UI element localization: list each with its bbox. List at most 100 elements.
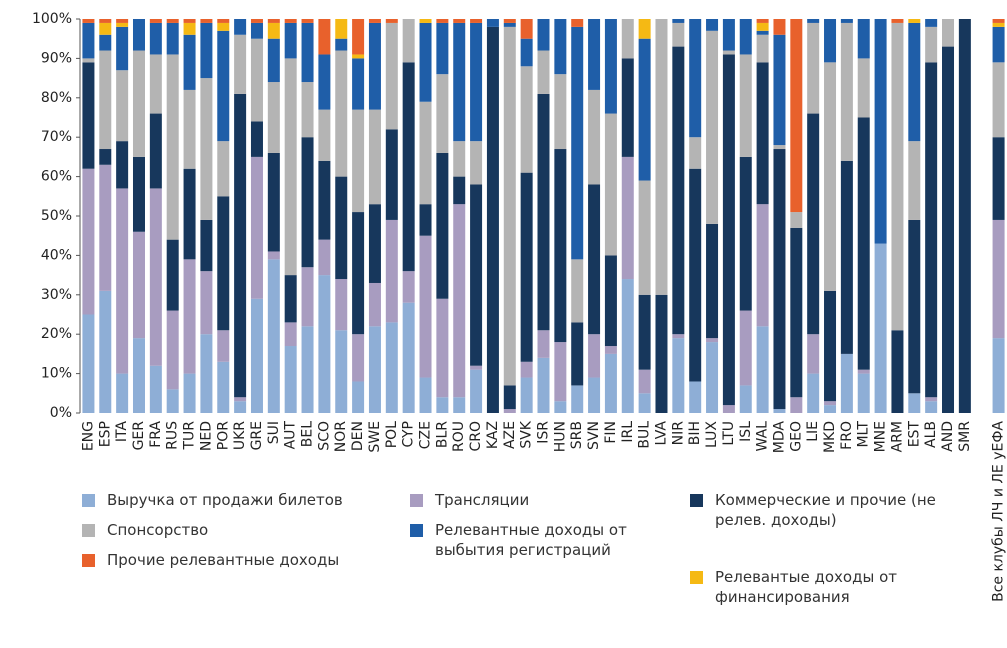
bar-segment [925,401,938,413]
bar-segment [318,54,331,110]
bar-segment [992,219,1005,339]
bar-segment [234,397,247,402]
bar-segment [284,58,297,276]
bar-segment [520,19,533,39]
bar-segment [908,393,921,413]
bar-segment [352,334,365,382]
bar-segment [200,19,213,23]
bar-segment [992,22,1005,27]
x-tick-label: ROU [451,421,467,452]
x-tick-label: EST [906,421,922,448]
bar-segment [857,19,870,59]
bar-segment [874,243,887,413]
bar-segment [149,113,162,189]
bar-segment [638,19,651,39]
bar-segment [840,22,853,161]
legend-entry: Выручка от продажи билетов [82,490,372,510]
bar-segment [958,19,971,413]
bar-segment [132,338,145,413]
bar-segment [352,54,365,59]
bar-segment [436,152,449,299]
legend-entry: Релевантые доходы от финансирования [690,567,960,607]
bar-segment [925,19,938,27]
bar-segment [604,19,617,114]
bar-segment [706,338,719,343]
legend-swatch [410,524,423,537]
bar-segment [318,160,331,240]
x-tick-label: KAZ [485,421,501,449]
bar-segment [132,19,145,51]
bar-segment [756,19,769,23]
bar-segment [99,149,112,165]
bar-segment [284,22,297,59]
bar-segment [352,381,365,413]
bar-segment [739,54,752,157]
bar-segment [267,19,280,23]
bar-segment [807,373,820,413]
x-tick-label: ISR [536,421,552,444]
bar-segment [217,361,230,413]
bar-segment [284,322,297,347]
legend-swatch [690,494,703,507]
x-tick-label: GRE [249,421,265,450]
x-tick-label: POR [215,421,231,450]
x-tick-label: ARM [889,421,905,452]
x-tick-label: AZE [502,421,518,449]
bar-segment [82,19,95,23]
x-tick-label: FRO [839,421,855,450]
x-tick-label: ALB [923,421,939,448]
x-tick-label: BIH [687,421,703,445]
bar-segment [234,34,247,94]
legend-swatch [82,494,95,507]
bar-segment [773,149,786,410]
bar-segment [571,19,584,27]
bar-segment [756,22,769,31]
legend-label: Трансляции [435,491,530,509]
bar-segment [571,259,584,323]
bar-segment [284,19,297,23]
bar-segment [368,282,381,327]
bar-segment [419,19,432,23]
bar-segment [352,19,365,55]
legend-label: Выручка от продажи билетов [107,491,343,509]
bar-segment [149,365,162,413]
x-tick-label: SUI [266,421,282,444]
bar-segment [672,46,685,335]
bar-segment [99,19,112,23]
bar-segment [436,19,449,23]
bar-segment [773,409,786,413]
bar-segment [722,50,735,55]
bar-segment [385,129,398,220]
bar-segment [689,381,702,413]
bar-segment [267,82,280,153]
bar-segment [790,227,803,398]
x-tick-label: POL [384,421,400,448]
bar-segment [503,385,516,410]
bar-segment [453,141,466,177]
bar-segment [756,34,769,63]
bar-segment [891,22,904,331]
bar-segment [200,334,213,413]
bar-segment [857,373,870,413]
bar-segment [116,373,129,413]
x-tick-label: FRA [148,421,164,448]
bar-segment [183,168,196,260]
bar-segment [284,346,297,413]
bar-segment [200,219,213,272]
bar-segment [149,19,162,23]
bar-segment [503,19,516,23]
x-tick-label: BLR [434,421,450,448]
bar-segment [385,19,398,23]
legend-swatch [82,554,95,567]
bar-segment [874,19,887,244]
y-tick-label: 40% [41,247,72,263]
bar-segment [217,19,230,23]
bar-segment [689,168,702,382]
bar-segment [335,279,348,331]
x-tick-label: NIR [670,421,686,446]
bar-segment [554,401,567,413]
bar-segment [604,255,617,347]
legend-entry: Спонсорство [82,520,372,540]
bar-segment [183,373,196,413]
legend-entry: Релевантные доходы от выбытия регистраци… [410,520,660,560]
